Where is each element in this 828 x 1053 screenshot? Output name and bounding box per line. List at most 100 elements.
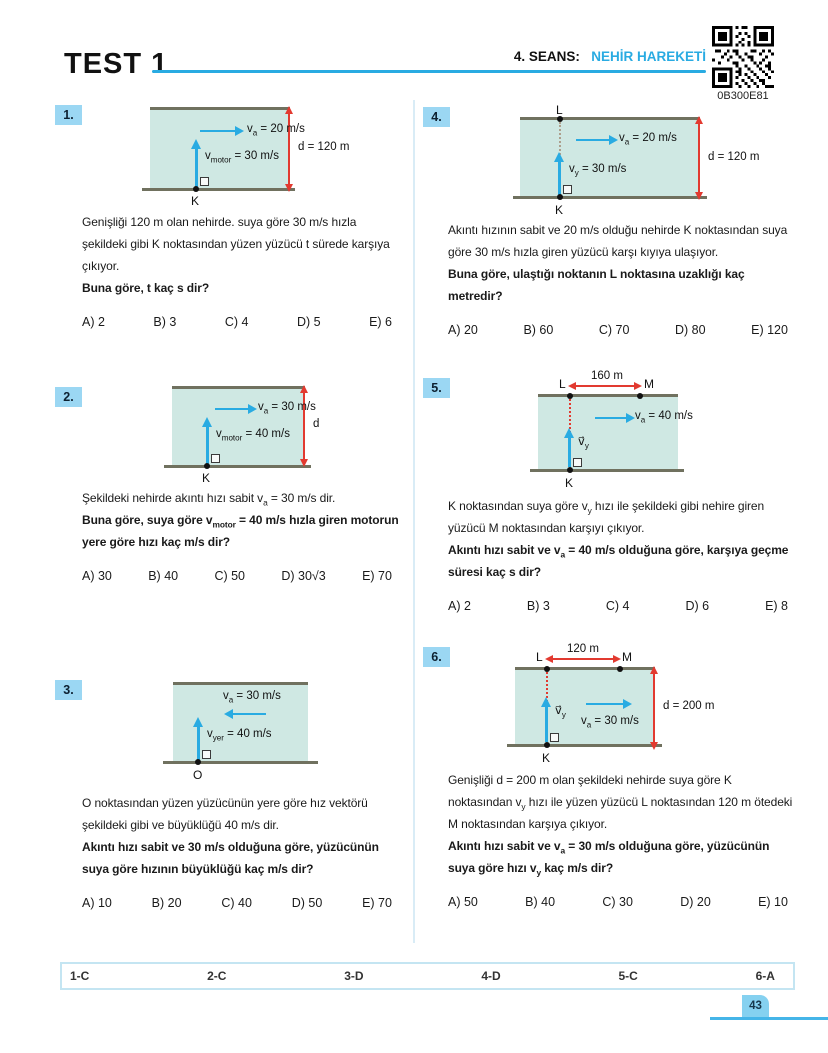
- answer-key-3: 3-D: [344, 969, 364, 983]
- option-d: D) 20: [680, 895, 711, 909]
- header-rule: [152, 70, 706, 73]
- option-b: B) 40: [525, 895, 556, 909]
- top-bank: [515, 667, 655, 670]
- qr-code-icon: [712, 26, 774, 88]
- question-2: 2. d va = 30 m/s vmotor = 40 m/s K Şekil…: [55, 385, 400, 583]
- option-a: A) 50: [448, 895, 478, 909]
- swimmer-arrow-icon: [193, 717, 203, 760]
- option-b: B) 3: [526, 599, 550, 613]
- current-arrow-icon: [224, 708, 266, 721]
- question-body: Şekildeki nehirde akıntı hızı sabit va =…: [82, 491, 336, 508]
- river: [538, 395, 678, 471]
- question-number: 1.: [55, 105, 82, 125]
- option-e: E) 70: [362, 569, 392, 583]
- river-diagram: va = 30 m/s vyer = 40 m/s O: [55, 678, 400, 792]
- path-dotted-line: [546, 672, 548, 706]
- option-a: A) 10: [82, 896, 112, 910]
- current-label: va = 30 m/s: [258, 401, 316, 416]
- question-number: 2.: [55, 387, 82, 407]
- top-right-point-label: M: [644, 377, 654, 391]
- question-1: 1. d = 120 m va = 20 m/s vmotor = 30 m/s…: [55, 103, 400, 329]
- start-point-dot: [567, 467, 573, 473]
- question-number: 4.: [423, 107, 450, 127]
- start-point-label: O: [193, 768, 203, 782]
- right-angle-marker: [202, 750, 211, 759]
- question-body: O noktasından yüzen yüzücünün yere göre …: [82, 796, 368, 832]
- current-label: va = 20 m/s: [619, 132, 677, 147]
- bottom-bank: [530, 469, 684, 472]
- question-prompt: Akıntı hızı sabit ve va = 30 m/s olduğun…: [448, 839, 770, 878]
- page-title: TEST 1: [64, 48, 169, 80]
- option-c: C) 4: [224, 315, 249, 329]
- question-number: 6.: [423, 647, 450, 667]
- top-bank: [538, 394, 678, 397]
- start-point-dot: [195, 759, 201, 765]
- right-angle-marker: [563, 185, 572, 194]
- answer-options: A) 30 B) 40 C) 50 D) 30√3 E) 70: [82, 569, 392, 583]
- right-angle-marker: [573, 458, 582, 467]
- option-d: D) 6: [685, 599, 710, 613]
- width-label: d = 120 m: [298, 141, 350, 153]
- current-arrow-icon: [595, 412, 635, 425]
- river-diagram: d = 120 m va = 20 m/s vmotor = 30 m/s K: [55, 103, 400, 211]
- question-body: K noktasından suya göre vy hızı ile şeki…: [448, 499, 765, 535]
- option-d: D) 30√3: [281, 569, 326, 583]
- option-a: A) 2: [448, 599, 471, 613]
- river: [520, 118, 700, 198]
- top-bank: [172, 386, 305, 389]
- top-right-point-dot: [617, 666, 623, 672]
- option-c: C) 70: [598, 323, 630, 337]
- option-d: D) 5: [296, 315, 321, 329]
- answer-options: A) 2 B) 3 C) 4 D) 5 E) 6: [82, 315, 392, 329]
- swimmer-arrow-icon: [554, 152, 564, 195]
- width-arrow: [695, 116, 703, 200]
- distance-arrow: [545, 655, 621, 663]
- swimmer-label: v⃗y: [555, 705, 566, 720]
- swimmer-arrow-icon: [202, 417, 212, 464]
- top-left-point-label: L: [536, 650, 543, 664]
- top-left-point-dot: [567, 393, 573, 399]
- width-arrow: [300, 385, 308, 467]
- swimmer-arrow-icon: [191, 139, 201, 187]
- swimmer-arrow-icon: [564, 428, 574, 467]
- question-number: 5.: [423, 378, 450, 398]
- option-e: E) 10: [758, 895, 788, 909]
- answer-options: A) 2 B) 3 C) 4 D) 6 E) 8: [448, 599, 788, 613]
- answer-options: A) 50 B) 40 C) 30 D) 20 E) 10: [448, 895, 788, 909]
- width-label: d: [313, 418, 320, 430]
- start-point-dot: [193, 186, 199, 192]
- answer-key-1: 1-C: [70, 969, 90, 983]
- option-b: B) 3: [153, 315, 177, 329]
- river: [172, 387, 305, 467]
- option-c: C) 40: [221, 896, 252, 910]
- path-dotted-line: [559, 122, 561, 167]
- option-e: E) 120: [751, 323, 788, 337]
- question-prompt: Akıntı hızı sabit ve 30 m/s olduğuna gör…: [82, 840, 379, 876]
- top-left-point-dot: [544, 666, 550, 672]
- start-point-label: K: [555, 203, 564, 217]
- option-b: B) 20: [151, 896, 182, 910]
- question-prompt: Buna göre, ulaştığı noktanın L noktasına…: [448, 267, 745, 303]
- current-arrow-icon: [586, 698, 632, 711]
- question-4: 4. L va = 20 m/s vy = 30 m/s d = 120 m K…: [423, 103, 795, 337]
- session-topic: NEHİR HAREKETİ: [591, 49, 706, 64]
- swimmer-label: vy = 30 m/s: [569, 163, 627, 178]
- current-label: va = 40 m/s: [635, 410, 693, 425]
- page-footer-rule: [710, 1017, 828, 1020]
- session-header: 4. SEANS: NEHİR HAREKETİ: [360, 49, 706, 64]
- option-c: C) 4: [605, 599, 630, 613]
- swimmer-label: vmotor = 30 m/s: [205, 150, 279, 165]
- start-point-label: K: [202, 471, 211, 485]
- bottom-bank: [513, 196, 707, 199]
- current-arrow-icon: [576, 134, 618, 147]
- answer-key-bar: 1-C 2-C 3-D 4-D 5-C 6-A: [60, 962, 795, 990]
- current-arrow-icon: [215, 403, 257, 416]
- river-diagram: d va = 30 m/s vmotor = 40 m/s K: [55, 385, 400, 487]
- bottom-bank: [142, 188, 295, 191]
- bottom-bank: [507, 744, 662, 747]
- top-point-dot: [557, 116, 563, 122]
- question-3: 3. va = 30 m/s vyer = 40 m/s O O noktası…: [55, 678, 400, 910]
- option-a: A) 20: [448, 323, 478, 337]
- top-left-point-label: L: [559, 377, 566, 391]
- top-right-point-label: M: [622, 650, 632, 664]
